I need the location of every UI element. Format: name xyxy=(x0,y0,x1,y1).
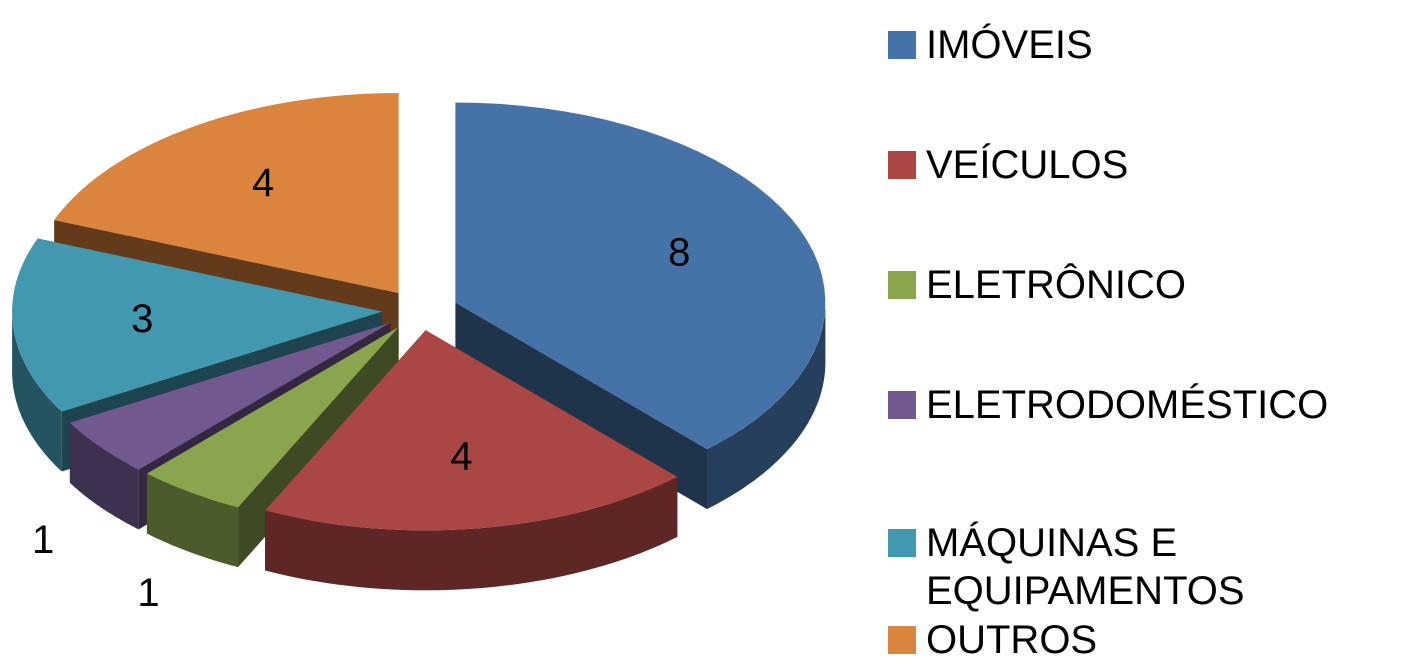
data-label: 3 xyxy=(131,297,153,341)
legend-label: OUTROS xyxy=(926,618,1098,662)
legend-swatch xyxy=(888,529,916,557)
slice-top xyxy=(54,93,399,294)
legend-item: OUTROS xyxy=(888,616,1408,664)
slice-top xyxy=(69,322,391,470)
legend-item: ELETRÔNICO xyxy=(888,261,1408,309)
slice-top xyxy=(12,238,383,412)
legend-swatch xyxy=(888,271,916,299)
legend-swatch xyxy=(888,31,916,59)
slice-top xyxy=(146,326,399,508)
slice-top xyxy=(455,102,826,450)
legend-label: ELETRÔNICO xyxy=(926,263,1187,307)
data-label: 1 xyxy=(32,518,54,562)
slice xyxy=(265,330,678,591)
slice-wall xyxy=(12,311,62,472)
slice-wall xyxy=(707,302,826,510)
legend-label: ELETRODOMÉSTICO xyxy=(926,383,1329,427)
slice-wall xyxy=(265,476,678,591)
legend-swatch xyxy=(888,391,916,419)
legend-item: ELETRODOMÉSTICO xyxy=(888,381,1408,429)
slice-wall xyxy=(69,422,139,530)
slice xyxy=(455,102,826,510)
legend-swatch xyxy=(888,151,916,179)
legend-item: MÁQUINAS E EQUIPAMENTOS xyxy=(888,519,1408,615)
data-label: 8 xyxy=(668,231,690,275)
slice-top xyxy=(265,330,678,531)
data-label: 1 xyxy=(137,571,159,615)
slice-wall xyxy=(146,473,239,568)
slice-side xyxy=(455,302,708,510)
legend-item: VEÍCULOS xyxy=(888,141,1408,189)
legend-label: VEÍCULOS xyxy=(926,143,1129,187)
pie-area: 8 4 1 1 3 4 xyxy=(12,93,826,615)
legend-swatch xyxy=(888,626,916,654)
legend-label: IMÓVEIS xyxy=(926,23,1093,67)
legend-item: IMÓVEIS xyxy=(888,21,1408,69)
legend-label: MÁQUINAS E EQUIPAMENTOS xyxy=(926,521,1245,613)
data-label: 4 xyxy=(450,434,472,478)
data-label: 4 xyxy=(252,161,274,205)
